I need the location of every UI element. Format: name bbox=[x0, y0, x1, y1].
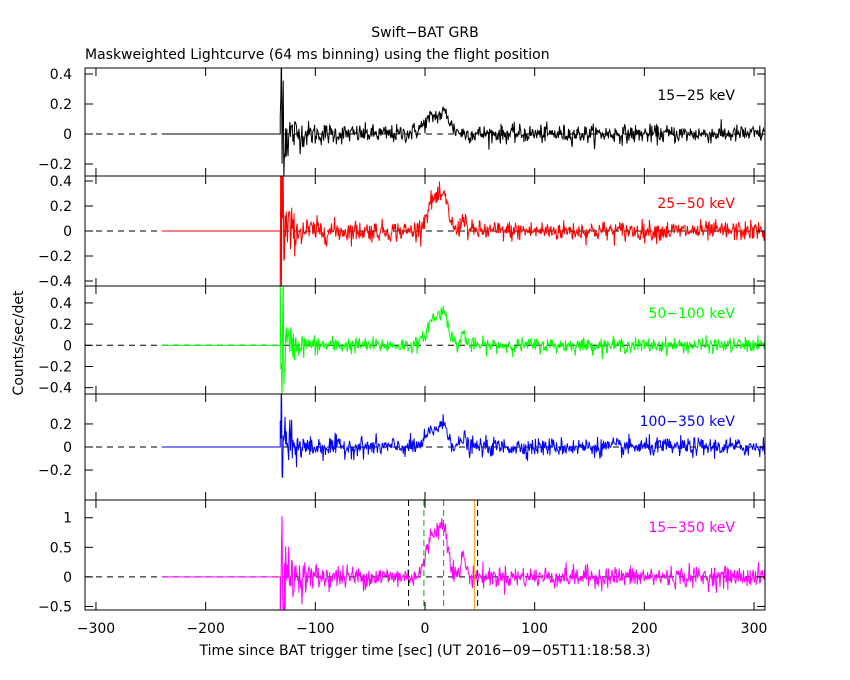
y-axis-label: Counts/sec/det bbox=[11, 290, 27, 395]
panel-15-25: −0.2 0 0.2 0.4 15−25 keV bbox=[38, 67, 766, 177]
energy-band-label: 100−350 keV bbox=[640, 414, 736, 430]
lightcurve-series-15-350 bbox=[161, 515, 765, 610]
y-tick-label: 0.2 bbox=[50, 199, 72, 215]
y-tick-label: −0.4 bbox=[38, 381, 72, 397]
y-tick-label: −0.2 bbox=[38, 157, 72, 173]
y-tick-label: 0.4 bbox=[50, 174, 72, 190]
y-tick-label: 0.5 bbox=[50, 540, 72, 556]
lightcurve-series-25-50 bbox=[161, 176, 765, 286]
lightcurve-series-50-100 bbox=[161, 286, 765, 394]
y-tick-label: 0.2 bbox=[50, 317, 72, 333]
y-tick-label: 0.4 bbox=[50, 67, 72, 83]
lightcurve-series-100-350 bbox=[161, 394, 765, 478]
x-axis-label: Time since BAT trigger time [sec] (UT 20… bbox=[198, 643, 650, 659]
panel-50-100: −0.4 −0.2 0 0.2 0.4 50−100 keV bbox=[38, 285, 766, 397]
x-tick-label: −100 bbox=[296, 621, 334, 637]
x-tick-label: −200 bbox=[186, 621, 224, 637]
x-tick-label: 0 bbox=[421, 621, 430, 637]
y-tick-label: 0.4 bbox=[50, 296, 72, 312]
energy-band-label: 50−100 keV bbox=[648, 306, 735, 322]
y-tick-label: −0.5 bbox=[38, 599, 72, 615]
y-tick-label: 0.2 bbox=[50, 97, 72, 113]
chart-title: Swift−BAT GRB bbox=[371, 25, 478, 41]
y-tick-label: −0.4 bbox=[38, 274, 72, 290]
energy-band-label: 25−50 keV bbox=[657, 196, 735, 212]
y-tick-label: −0.2 bbox=[38, 359, 72, 375]
y-tick-label: −0.2 bbox=[38, 249, 72, 265]
y-tick-label: 0 bbox=[63, 570, 72, 586]
panel-100-350: −0.2 0 0.2 100−350 keV bbox=[38, 393, 766, 501]
x-tick-label: −300 bbox=[77, 621, 115, 637]
x-tick-label: 100 bbox=[521, 621, 548, 637]
x-tick-label: 300 bbox=[741, 621, 768, 637]
y-tick-label: −0.2 bbox=[38, 463, 72, 479]
panel-25-50: −0.4 −0.2 0 0.2 0.4 25−50 keV bbox=[38, 174, 766, 290]
y-tick-label: 0 bbox=[63, 127, 72, 143]
y-tick-label: 1 bbox=[63, 511, 72, 527]
y-tick-label: 0 bbox=[63, 338, 72, 354]
energy-band-label: 15−25 keV bbox=[657, 88, 735, 104]
lightcurve-series-15-25 bbox=[161, 68, 765, 176]
chart-subtitle: Maskweighted Lightcurve (64 ms binning) … bbox=[85, 47, 550, 63]
y-tick-label: 0.2 bbox=[50, 417, 72, 433]
energy-band-label: 15−350 keV bbox=[648, 520, 735, 536]
y-tick-label: 0 bbox=[63, 224, 72, 240]
x-tick-label: 200 bbox=[631, 621, 658, 637]
panel-15-350: −0.5 0 0.5 1 15−350 keV bbox=[38, 499, 766, 615]
y-tick-label: 0 bbox=[63, 440, 72, 456]
